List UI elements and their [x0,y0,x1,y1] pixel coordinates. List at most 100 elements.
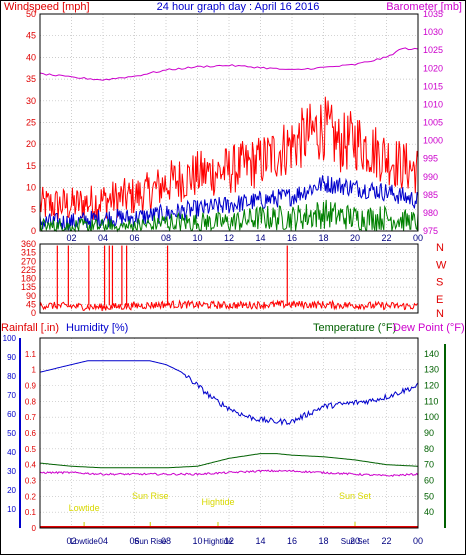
x-tick-label: 18 [318,536,328,546]
right-tick-label: 1005 [423,118,443,128]
x-tick-label: 08 [161,233,171,243]
dir-tick-label: 0 [31,308,36,318]
x-tick-label: 22 [381,536,391,546]
rain-tick-label: 0.5 [25,445,37,454]
dir-tick-label: 270 [21,256,36,266]
left-tick-label: 30 [26,96,36,106]
compass-label: N [436,242,444,254]
temp-tick-label: 110 [424,396,438,406]
rain-tick-label: 1 [32,366,37,375]
humidity-tick-label: 50 [7,429,16,438]
humidity-tick-label: 10 [7,505,16,514]
rain-tick-label: 0.8 [25,397,37,406]
event-axis-label: Sun Rise [134,537,167,546]
right-tick-label: 995 [423,154,438,164]
x-tick-label: 04 [98,233,108,243]
x-tick-label: 06 [129,233,139,243]
series-line-1 [39,453,419,469]
humidity-tick-label: 30 [7,467,16,476]
dir-tick-label: 360 [21,239,36,249]
x-tick-label: 00 [413,536,423,546]
left-tick-label: 5 [31,204,36,214]
humidity-tick-label: 80 [7,372,16,381]
x-tick-label: 22 [381,233,391,243]
plot-frame [39,243,419,314]
rain-tick-label: 0.7 [25,413,37,422]
humidity-tick-label: 20 [7,486,16,495]
temp-tick-label: 90 [424,428,434,438]
compass-label: E [436,294,443,306]
humidity-tick-label: 70 [7,391,16,400]
right-tick-label: 1000 [423,136,443,146]
event-axis-label: Lowtide [70,537,98,546]
series-line-3 [39,47,419,81]
left-tick-label: 45 [26,31,36,41]
series-line-2 [39,199,419,233]
right-tick-label: 985 [423,190,438,200]
rain-tick-label: 0.1 [25,508,37,517]
event-axis-label: Sun Set [341,537,370,546]
humidity-tick-label: 100 [3,334,17,343]
right-tick-label: 990 [423,172,438,182]
x-tick-label: 10 [192,233,202,243]
plot-frame [39,13,419,232]
right-tick-label: 980 [423,208,438,218]
humidity-label: Humidity [%) [66,322,128,334]
right-tick-label: 1035 [423,9,443,19]
event-axis-label: Hightide [203,537,233,546]
compass-label: N [436,308,444,320]
right-tick-label: 1010 [423,99,443,109]
temperature-label: Temperature (°F) [313,322,396,334]
dir-tick-label: 225 [21,265,36,275]
temp-tick-label: 80 [424,444,434,454]
dir-tick-label: 180 [21,274,36,284]
rain-tick-label: 0.6 [25,429,37,438]
dir-tick-label: 45 [26,299,36,309]
series-line-0 [39,360,419,427]
humidity-tick-label: 40 [7,448,16,457]
humidity-tick-label: 60 [7,410,16,419]
x-tick-label: 14 [255,233,265,243]
rain-tick-label: 0.9 [25,382,37,391]
temp-tick-label: 130 [424,365,439,375]
temp-tick-label: 100 [424,412,439,422]
x-tick-label: 16 [287,536,297,546]
rain-tick-label: 0.3 [25,477,37,486]
event-label: Hightide [201,497,234,507]
rain-tick-label: 0.4 [25,461,37,470]
series-line-2 [39,469,419,478]
wind-direction-line [39,299,419,312]
event-label: Sun Rise [132,491,169,501]
temp-tick-label: 40 [424,507,434,517]
left-tick-label: 20 [26,139,36,149]
left-tick-label: 50 [26,9,36,19]
right-tick-label: 1025 [423,45,443,55]
left-tick-label: 15 [26,161,36,171]
rain-tick-label: 1.1 [25,350,37,359]
series-line-0 [39,96,419,221]
plot-frame [39,337,419,529]
dir-tick-label: 135 [21,282,36,292]
left-tick-label: 10 [26,183,36,193]
rain-tick-label: 0 [32,524,37,533]
rainfall-label: Rainfall [.in) [1,322,59,334]
event-label: Lowtide [69,503,100,513]
panel-wind-barometer: 0510152025303540455097598098599099510001… [26,9,443,243]
x-tick-label: 20 [350,536,360,546]
left-axis-title: Windspeed [mph] [4,1,90,13]
x-tick-label: 12 [224,536,234,546]
dir-tick-label: 315 [21,248,36,258]
series-line-1 [39,175,419,231]
compass-label: W [436,259,447,271]
left-tick-label: 0 [31,226,36,236]
compass-label: S [436,277,443,289]
x-tick-label: 02 [66,536,76,546]
right-tick-label: 975 [423,226,438,236]
right-tick-label: 1030 [423,27,443,37]
event-label: Sun Set [339,491,372,501]
x-tick-label: 16 [287,233,297,243]
rain-tick-label: 0.2 [25,492,37,501]
